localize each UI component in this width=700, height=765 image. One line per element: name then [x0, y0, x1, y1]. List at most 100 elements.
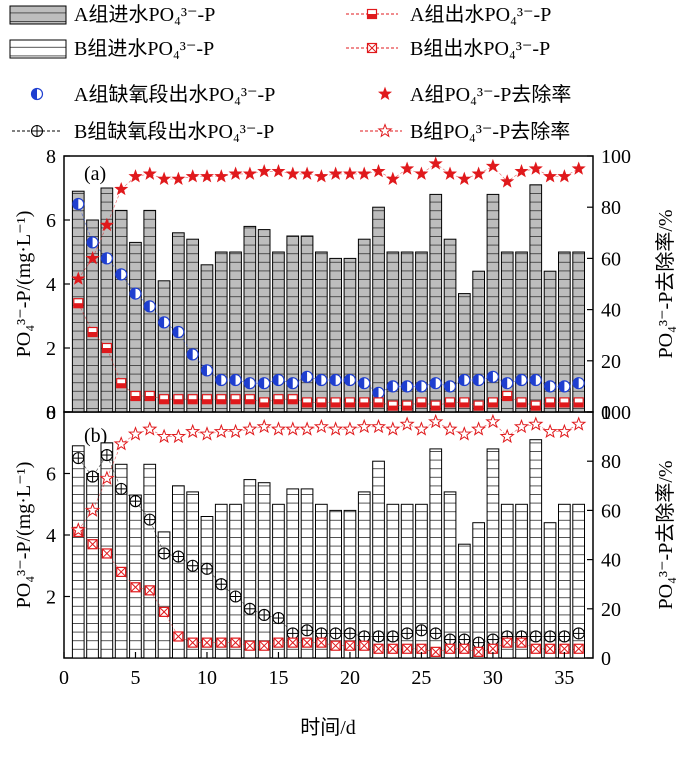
legend-item-b-anoxic: B组缺氧段出水PO₄³⁻-P	[12, 120, 274, 143]
data-point-day-3	[99, 470, 115, 485]
data-point-day-13	[242, 166, 257, 180]
bar-day-11	[214, 251, 228, 413]
data-point-day-10	[200, 562, 214, 575]
y-tick-label: 4	[46, 525, 56, 547]
legend-half-square-icon	[366, 8, 378, 20]
data-point-day-14	[258, 377, 271, 390]
data-point-day-18	[313, 418, 329, 434]
bar-day-8	[172, 232, 185, 413]
data-point-day-20	[343, 373, 357, 387]
data-point-day-27	[442, 166, 458, 180]
data-point-day-3	[101, 548, 112, 559]
bar-day-17	[300, 235, 314, 413]
legend-label-a-effluent: A组出水PO₄³⁻-P	[410, 3, 551, 26]
legend-label-b-influent: B组进水PO₄³⁻-P	[74, 37, 214, 60]
data-point-day-19	[329, 373, 342, 387]
data-point-day-11	[214, 169, 229, 183]
data-point-day-11	[216, 394, 227, 405]
data-point-day-12	[228, 166, 243, 180]
y2-axis-label-b: PO₄³⁻-P去除率/%	[654, 460, 677, 609]
data-point-day-5	[129, 495, 142, 508]
data-point-day-18	[315, 627, 328, 640]
data-point-day-10	[199, 426, 215, 441]
data-point-day-31	[501, 377, 514, 390]
data-point-day-11	[216, 637, 227, 648]
data-point-day-17	[301, 624, 314, 637]
legend-label-a-influent: A组进水PO₄³⁻-P	[74, 3, 215, 26]
data-point-day-33	[528, 161, 543, 175]
data-point-day-28	[457, 171, 472, 186]
legend-label-a-removal: A组PO₄³⁻-P去除率	[410, 83, 571, 106]
bar-day-28	[458, 543, 471, 659]
bar-day-36	[572, 503, 585, 659]
x-axis-b: 0 5 10 15 20 25 30 35	[59, 652, 574, 689]
data-point-day-3	[99, 217, 114, 232]
y2-tick-label: 80	[601, 197, 621, 219]
bar-day-14	[257, 482, 271, 659]
data-point-day-5	[130, 582, 141, 593]
data-point-day-1	[72, 197, 85, 211]
y-tick-label: 6	[46, 464, 56, 486]
data-point-day-33	[528, 416, 544, 431]
data-point-day-19	[330, 397, 341, 408]
data-point-day-19	[328, 421, 344, 436]
data-point-day-2	[87, 539, 98, 550]
panel-label-b: (b)	[84, 425, 107, 447]
data-point-day-28	[459, 397, 470, 408]
data-point-day-12	[230, 637, 241, 648]
data-point-day-13	[244, 394, 255, 405]
bar-day-17	[300, 488, 314, 659]
data-point-day-26	[429, 377, 442, 390]
data-point-day-33	[530, 643, 541, 654]
y2-tick-label: 0	[601, 648, 611, 670]
bar-day-26	[429, 448, 443, 659]
y-tick-label: 8	[46, 402, 56, 424]
bar-day-27	[443, 491, 457, 659]
data-point-day-19	[329, 627, 342, 640]
data-point-day-1	[70, 522, 86, 537]
bar-day-12	[229, 503, 242, 659]
bar-day-2	[86, 473, 99, 659]
data-point-day-17	[299, 421, 315, 436]
series-b-effluent	[73, 526, 584, 657]
data-point-day-17	[300, 370, 314, 383]
data-point-day-29	[472, 373, 485, 387]
bar-day-22	[372, 206, 385, 413]
bar-day-19	[329, 257, 342, 413]
data-point-day-8	[171, 171, 186, 186]
data-point-day-33	[529, 630, 542, 643]
data-point-day-9	[185, 169, 200, 183]
bar-day-22	[372, 460, 385, 659]
data-point-day-15	[273, 637, 284, 648]
data-point-day-16	[286, 377, 299, 390]
data-point-day-14	[257, 164, 272, 178]
bar-day-13	[243, 479, 257, 659]
legend-item-b-removal: B组PO₄³⁻-P去除率	[360, 120, 570, 143]
data-point-day-20	[343, 627, 356, 640]
data-point-day-23	[387, 400, 398, 411]
y2-tick-label: 100	[601, 146, 631, 168]
bar-day-7	[157, 531, 171, 659]
data-point-day-34	[544, 630, 557, 643]
series-b-removal	[70, 413, 587, 537]
bar-day-18	[315, 503, 328, 659]
data-point-day-28	[458, 633, 471, 646]
data-point-day-12	[229, 590, 242, 603]
data-point-day-24	[401, 380, 414, 393]
data-point-day-8	[170, 428, 187, 444]
data-point-day-36	[571, 161, 586, 175]
bar-day-18	[315, 251, 328, 413]
y2-tick-label: 100	[601, 402, 631, 424]
legend-marker-half-circle	[30, 87, 44, 101]
data-point-day-9	[186, 559, 199, 572]
legend: A组进水PO₄³⁻-P B组进水PO₄³⁻-P A组缺氧段出水PO₄³⁻-P B…	[9, 3, 571, 143]
y2-tick-label: 60	[601, 248, 621, 270]
data-point-day-7	[156, 428, 172, 444]
data-point-day-2	[85, 502, 101, 517]
data-point-day-35	[558, 630, 571, 643]
data-point-day-28	[458, 373, 471, 387]
data-point-day-6	[143, 513, 156, 526]
data-point-day-3	[100, 448, 113, 462]
data-point-day-4	[114, 181, 129, 196]
